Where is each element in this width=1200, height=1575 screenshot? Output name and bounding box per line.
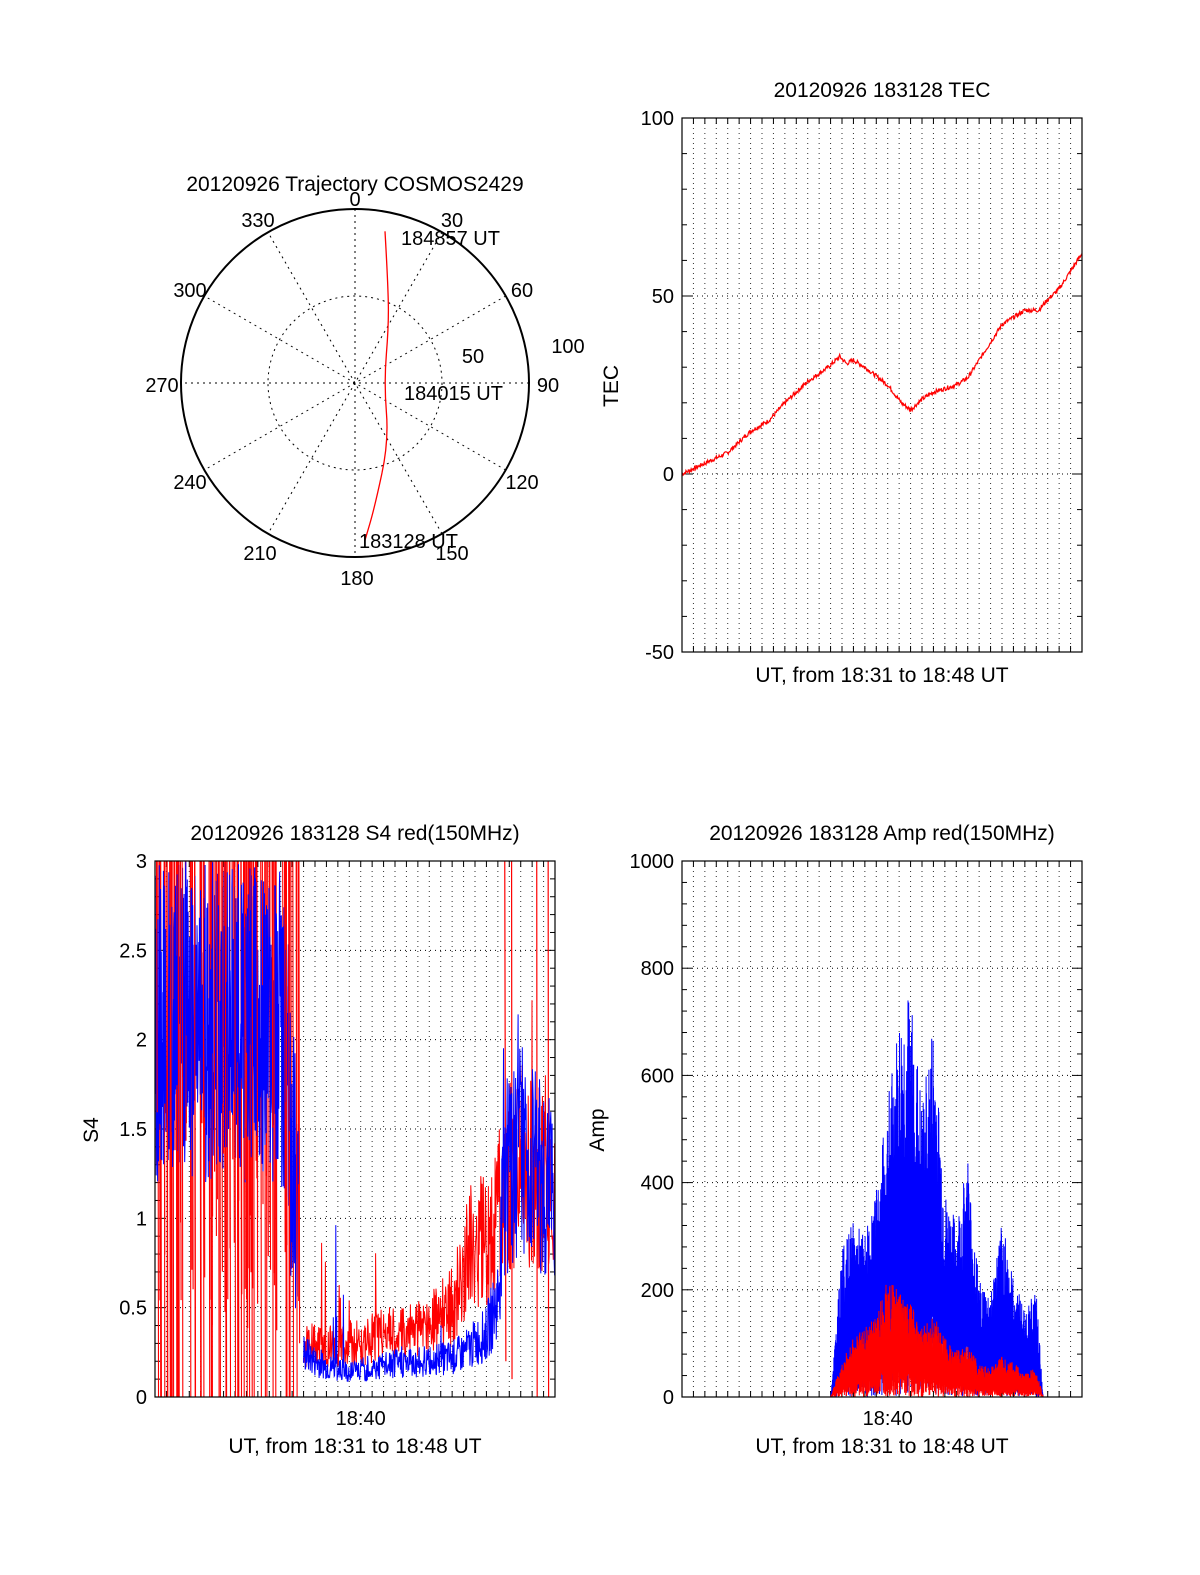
s4-xlabel: UT, from 18:31 to 18:48 UT [228, 1435, 481, 1458]
y-tick-label: 1000 [630, 851, 675, 873]
polar-angle-label: 300 [173, 280, 206, 302]
polar-trajectory-plot: 20120926 Trajectory COSMOS2429 0 30 60 90 12… [145, 173, 584, 590]
polar-angle-label: 120 [505, 472, 538, 494]
noise-spikes [156, 861, 301, 1397]
polar-radial-label: 50 [462, 346, 484, 368]
y-tick-label: 800 [641, 958, 674, 980]
polar-angle-label: 90 [537, 375, 559, 397]
tec-ylabel: TEC [600, 365, 623, 407]
polar-angle-label: 330 [241, 210, 274, 232]
s4-blue-series [303, 1014, 555, 1382]
polar-angle-label: 60 [511, 280, 533, 302]
s4-plot: 20120926 183128 S4 red(150MHz) UT, from … [80, 822, 556, 1458]
plot-area [155, 861, 555, 1397]
polar-angle-label: 240 [173, 472, 206, 494]
y-tick-label: 0 [663, 1387, 674, 1409]
polar-ring-50 [267, 295, 443, 471]
y-tick-label: 1.5 [119, 1119, 147, 1141]
polar-spoke [267, 232, 443, 534]
plot-frame [681, 860, 1083, 1398]
time-annotation-mid: 184015 UT [404, 383, 503, 405]
y-tick-label: 50 [652, 286, 674, 308]
y-tick-label: 0.5 [119, 1298, 147, 1320]
trajectory-line [364, 231, 390, 542]
y-tick-label: 100 [641, 108, 674, 130]
x-tick-label: 18:40 [336, 1408, 386, 1430]
polar-radial-label: 100 [551, 336, 584, 358]
amp-title: 20120926 183128 Amp red(150MHz) [709, 822, 1055, 845]
s4-ylabel: S4 [80, 1117, 103, 1143]
plot-frame [154, 860, 556, 1398]
tec-plot: 20120926 183128 TEC UT, from 18:31 to 18… [600, 79, 1083, 687]
time-annotation-start: 183128 UT [359, 531, 458, 553]
amp-xlabel: UT, from 18:31 to 18:48 UT [755, 1435, 1008, 1458]
tec-title: 20120926 183128 TEC [774, 79, 991, 102]
amp-ylabel: Amp [586, 1108, 609, 1151]
y-tick-label: 2.5 [119, 940, 147, 962]
y-tick-label: 0 [663, 464, 674, 486]
polar-angle-label: 30 [441, 210, 463, 232]
y-tick-label: 400 [641, 1173, 674, 1195]
polar-angle-label: 150 [435, 543, 468, 565]
plot-area [682, 1000, 1082, 1397]
tec-xlabel: UT, from 18:31 to 18:48 UT [755, 664, 1008, 687]
y-tick-label: 3 [136, 851, 147, 873]
polar-angle-label: 210 [243, 543, 276, 565]
polar-angle-label: 0 [349, 189, 360, 211]
y-tick-label: 0 [136, 1387, 147, 1409]
amp-plot: 20120926 183128 Amp red(150MHz) UT, from… [586, 822, 1083, 1458]
y-tick-label: 200 [641, 1280, 674, 1302]
y-tick-label: -50 [645, 642, 674, 664]
amp-red-series [682, 1284, 1082, 1397]
plot-area [682, 253, 1082, 477]
polar-title: 20120926 Trajectory COSMOS2429 [186, 173, 523, 196]
tec-series-line [682, 253, 1082, 477]
time-annotation-end: 184857 UT [401, 228, 500, 250]
y-tick-label: 2 [136, 1030, 147, 1052]
y-tick-label: 600 [641, 1065, 674, 1087]
y-tick-label: 1 [136, 1208, 147, 1230]
polar-angle-label: 270 [145, 375, 178, 397]
polar-angle-label: 180 [340, 568, 373, 590]
x-tick-label: 18:40 [863, 1408, 913, 1430]
plot-frame [681, 117, 1083, 653]
s4-title: 20120926 183128 S4 red(150MHz) [190, 822, 519, 845]
